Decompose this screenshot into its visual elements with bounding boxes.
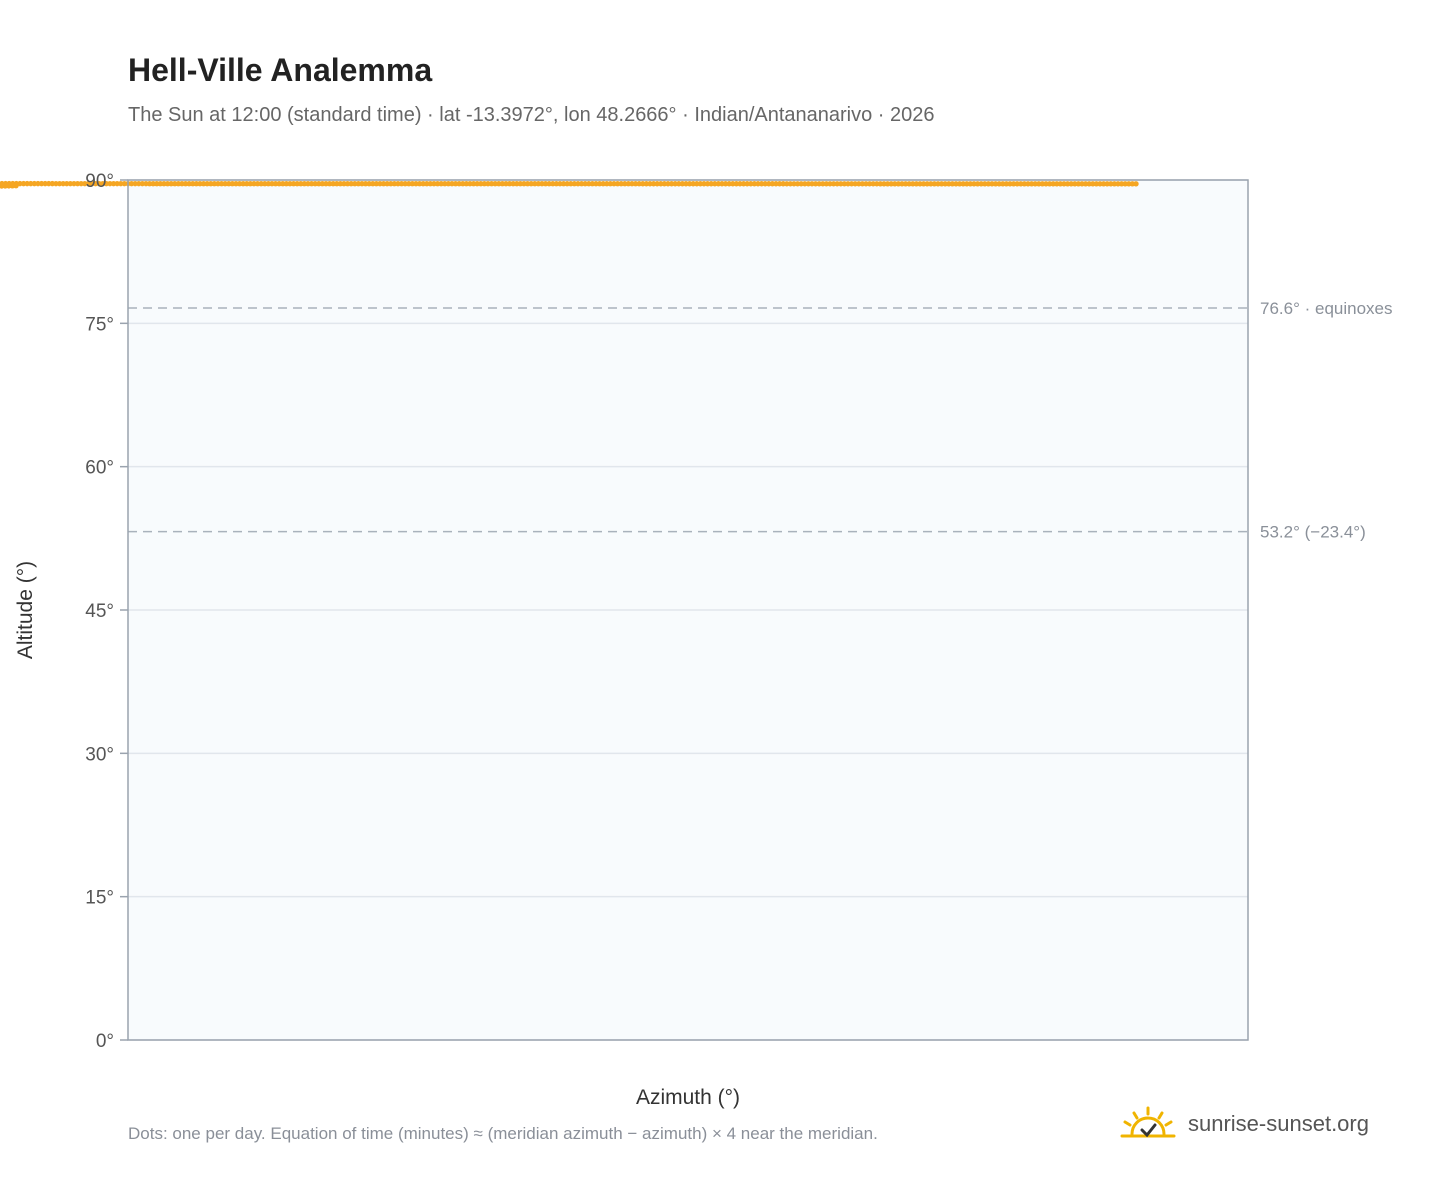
reference-line-label: 76.6° · equinoxes xyxy=(1260,299,1393,318)
reference-line-label: 53.2° (−23.4°) xyxy=(1260,523,1366,542)
